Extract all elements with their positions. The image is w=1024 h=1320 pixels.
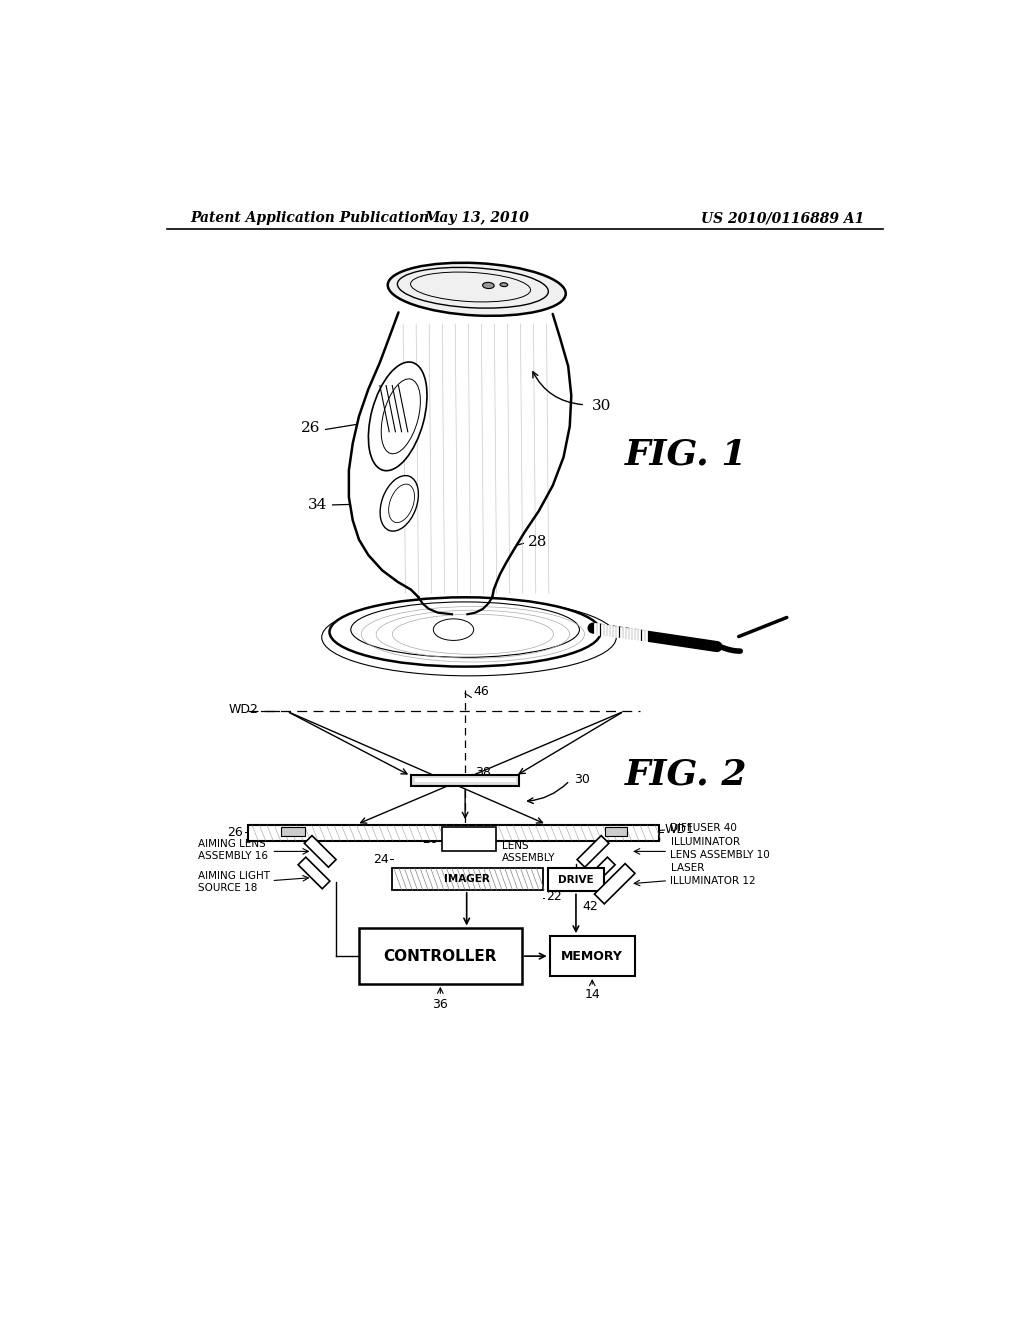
Text: 24: 24	[373, 853, 388, 866]
Polygon shape	[349, 313, 571, 598]
Ellipse shape	[369, 362, 427, 471]
Bar	[548, 869, 604, 891]
Ellipse shape	[388, 263, 566, 315]
FancyBboxPatch shape	[584, 857, 615, 888]
Bar	[282, 826, 305, 836]
Text: US 2010/0116889 A1: US 2010/0116889 A1	[701, 211, 864, 226]
Bar	[411, 775, 519, 785]
Text: Patent Application Publication: Patent Application Publication	[190, 211, 429, 226]
Text: WD2: WD2	[228, 704, 258, 717]
FancyBboxPatch shape	[304, 836, 336, 867]
Ellipse shape	[500, 282, 508, 286]
Ellipse shape	[380, 475, 419, 531]
Text: 22: 22	[547, 890, 562, 903]
Text: DIFFUSER 40: DIFFUSER 40	[671, 824, 737, 833]
Text: MEMORY: MEMORY	[561, 949, 624, 962]
Text: LASER
ILLUMINATOR 12: LASER ILLUMINATOR 12	[671, 863, 756, 886]
Text: 42: 42	[583, 900, 598, 913]
FancyBboxPatch shape	[298, 857, 330, 888]
Text: 30: 30	[592, 400, 611, 413]
Text: 36: 36	[432, 998, 449, 1011]
Text: 46: 46	[473, 685, 488, 698]
Bar	[550, 936, 635, 977]
Text: 28: 28	[528, 535, 547, 549]
Text: May 13, 2010: May 13, 2010	[424, 211, 529, 226]
Text: IMAGING
LENS
ASSEMBLY: IMAGING LENS ASSEMBLY	[502, 829, 555, 863]
Text: DRIVE: DRIVE	[558, 875, 594, 884]
Text: WD1: WD1	[665, 824, 694, 837]
Text: 34: 34	[308, 498, 328, 512]
Text: 38: 38	[475, 767, 492, 779]
Bar	[359, 928, 521, 983]
FancyBboxPatch shape	[578, 836, 609, 867]
Bar	[391, 869, 543, 890]
Text: AIMING LENS
ASSEMBLY 16: AIMING LENS ASSEMBLY 16	[198, 838, 267, 861]
Bar	[605, 826, 627, 836]
Text: 14: 14	[585, 989, 600, 1002]
Bar	[248, 825, 658, 841]
Text: AIMING LIGHT
SOURCE 18: AIMING LIGHT SOURCE 18	[198, 871, 269, 894]
Bar	[415, 779, 515, 781]
Text: CONTROLLER: CONTROLLER	[384, 949, 497, 964]
Text: 20: 20	[422, 833, 438, 846]
Bar	[442, 826, 496, 851]
FancyBboxPatch shape	[594, 863, 635, 904]
Ellipse shape	[482, 282, 495, 289]
Text: FIG. 2: FIG. 2	[625, 758, 748, 792]
Ellipse shape	[330, 597, 601, 667]
Text: ILLUMINATOR
LENS ASSEMBLY 10: ILLUMINATOR LENS ASSEMBLY 10	[671, 837, 770, 859]
Text: 30: 30	[574, 772, 590, 785]
Text: 26: 26	[227, 825, 243, 838]
Text: 26: 26	[301, 421, 321, 434]
Text: IMAGER: IMAGER	[443, 874, 489, 884]
Text: FIG. 1: FIG. 1	[625, 438, 748, 471]
